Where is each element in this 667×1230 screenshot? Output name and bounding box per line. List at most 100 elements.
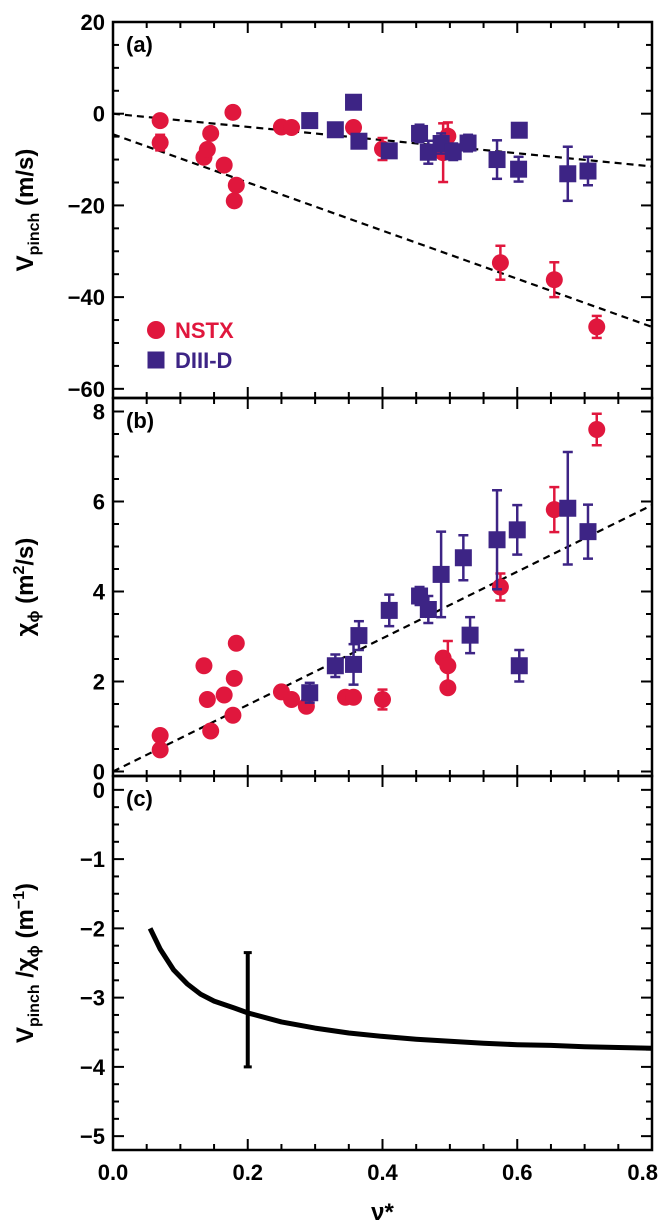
diiid-point bbox=[419, 601, 437, 618]
nstx-point bbox=[225, 669, 243, 687]
diiid-point bbox=[345, 93, 363, 111]
panel-label: (a) bbox=[126, 32, 153, 57]
y-tick-label: 4 bbox=[93, 580, 106, 605]
y-axis-title-subscript: ϕ bbox=[26, 945, 43, 957]
y-axis-title-unit: (m/s) bbox=[12, 149, 39, 213]
y-axis-title-unit: /s) bbox=[12, 538, 39, 566]
nstx-point bbox=[227, 634, 245, 652]
y-axis-title-main: V bbox=[12, 255, 39, 271]
nstx-point bbox=[151, 112, 169, 130]
diiid-point bbox=[444, 143, 462, 161]
panel-label: (b) bbox=[126, 408, 154, 433]
y-axis-title: Vpinch /χϕ (m−1) bbox=[11, 883, 43, 1043]
diiid-point bbox=[326, 657, 344, 675]
nstx-point bbox=[283, 118, 301, 136]
y-tick-label: 0 bbox=[93, 102, 105, 127]
y-axis-title-unit: (m bbox=[12, 909, 39, 945]
diiid-point bbox=[454, 549, 472, 567]
fit-line bbox=[112, 504, 653, 773]
panel-label: (c) bbox=[126, 786, 153, 811]
plot-frame bbox=[111, 774, 654, 1152]
nstx-point bbox=[151, 134, 169, 152]
y-axis-title-subscript: ϕ bbox=[26, 611, 43, 623]
panel-c: 0−1−2−3−4−5(c)Vpinch /χϕ (m−1) bbox=[11, 774, 654, 1152]
y-axis-title-unit: (m bbox=[12, 575, 39, 611]
x-axis-ticks: 0.0 0.2 0.4 0.6 0.8 bbox=[98, 1160, 658, 1185]
y-axis-title: χϕ (m2/s) bbox=[11, 538, 43, 637]
diiid-point bbox=[350, 132, 368, 150]
diiid-point bbox=[380, 142, 398, 160]
y-tick-label: −40 bbox=[68, 285, 105, 310]
diiid-point bbox=[510, 121, 528, 139]
y-tick-label: 8 bbox=[93, 400, 105, 425]
diiid-point bbox=[508, 521, 526, 539]
nstx-point bbox=[588, 421, 606, 438]
diiid-point bbox=[510, 160, 528, 178]
nstx-point bbox=[345, 118, 363, 136]
y-axis-title-superscript: 2 bbox=[11, 566, 28, 575]
y-axis-title-main: /χ bbox=[12, 957, 39, 984]
nstx-point bbox=[491, 254, 509, 272]
y-tick-label: 0 bbox=[93, 760, 105, 785]
legend-label: DIII-D bbox=[175, 348, 232, 373]
x-tick-label: 0.0 bbox=[98, 1160, 129, 1185]
y-axis-title-superscript: −1 bbox=[11, 891, 28, 909]
y-tick-label: −4 bbox=[80, 1055, 106, 1080]
y-axis-title-unit: ) bbox=[12, 883, 39, 891]
diiid-point bbox=[488, 531, 506, 549]
diiid-point bbox=[559, 499, 577, 517]
nstx-point bbox=[151, 727, 169, 744]
y-tick-label: −20 bbox=[68, 193, 105, 218]
x-tick-label: 0.4 bbox=[367, 1160, 398, 1185]
y-axis-title-subscript: pinch bbox=[26, 984, 43, 1027]
diiid-point bbox=[345, 655, 363, 673]
x-tick-label: 0.8 bbox=[627, 1160, 658, 1185]
fit-line bbox=[112, 133, 653, 328]
y-tick-label: 20 bbox=[81, 10, 105, 35]
curve-line bbox=[147, 927, 653, 1051]
legend-label: NSTX bbox=[175, 318, 234, 343]
diiid-point bbox=[459, 134, 477, 152]
nstx-point bbox=[151, 741, 169, 759]
diiid-point bbox=[461, 626, 479, 644]
y-tick-label: 0 bbox=[93, 778, 105, 803]
panel-a: 20 0 −20 −40 −60 (a) Vpinch (m/s) NSTX DIII-D bbox=[12, 10, 654, 402]
nstx-point bbox=[439, 657, 457, 675]
plot-frame bbox=[111, 396, 654, 778]
legend-marker-diiid bbox=[147, 351, 165, 369]
nstx-point bbox=[202, 124, 220, 142]
nstx-point bbox=[198, 140, 216, 158]
diiid-point bbox=[380, 601, 398, 619]
diiid-point bbox=[510, 657, 528, 675]
diiid-point bbox=[301, 112, 319, 130]
diiid-point bbox=[419, 143, 437, 161]
diiid-point bbox=[488, 151, 506, 169]
nstx-point bbox=[345, 688, 363, 706]
diiid-point bbox=[579, 523, 597, 541]
nstx-point bbox=[374, 691, 391, 708]
diiid-point bbox=[559, 165, 577, 183]
y-tick-label: −1 bbox=[80, 847, 105, 872]
y-axis-title-main: χ bbox=[12, 622, 39, 636]
legend-marker-nstx bbox=[147, 321, 165, 339]
x-tick-label: 0.2 bbox=[232, 1160, 263, 1185]
nstx-point bbox=[545, 271, 563, 289]
x-axis-title: ν* bbox=[371, 1199, 394, 1226]
y-tick-label: 2 bbox=[93, 670, 105, 695]
nstx-point bbox=[224, 103, 242, 121]
diiid-point bbox=[411, 587, 429, 605]
nstx-point bbox=[215, 686, 233, 704]
nstx-point bbox=[195, 657, 213, 675]
nstx-point bbox=[224, 706, 242, 724]
nstx-point bbox=[283, 691, 301, 708]
y-axis-title-main: V bbox=[12, 1027, 39, 1043]
nstx-point bbox=[545, 501, 563, 519]
diiid-point bbox=[326, 121, 344, 139]
nstx-point bbox=[491, 578, 509, 596]
y-tick-label: −3 bbox=[80, 986, 105, 1011]
y-axis-title-subscript: pinch bbox=[26, 213, 43, 256]
y-tick-label: 6 bbox=[93, 490, 105, 515]
nstx-point bbox=[202, 722, 220, 740]
